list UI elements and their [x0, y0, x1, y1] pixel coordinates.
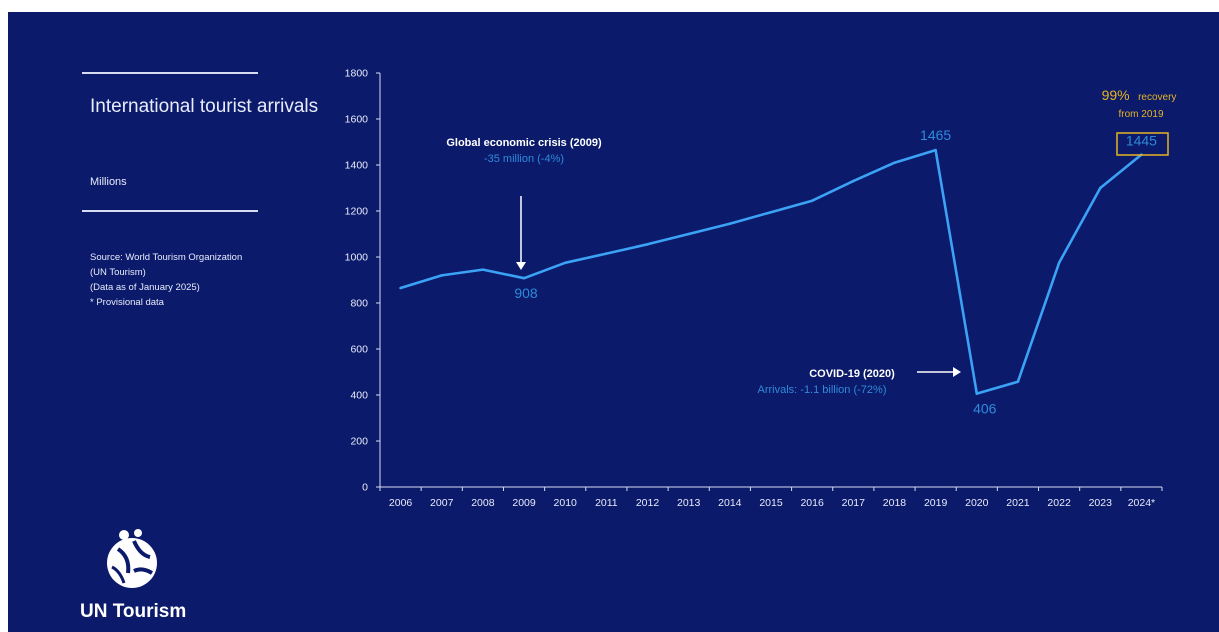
data-point: [728, 222, 732, 225]
x-tick-label: 2022: [1047, 497, 1071, 509]
x-tick-label: 2018: [883, 497, 907, 509]
source-line: (UN Tourism): [90, 267, 146, 278]
logo-text: UN Tourism: [80, 601, 187, 622]
source-line: * Provisional data: [90, 297, 164, 308]
recovery-annotation: 99% recovery: [1102, 87, 1177, 104]
y-tick-label: 1600: [345, 114, 369, 126]
top-divider: [82, 72, 258, 74]
recovery-highlight-box: [1116, 132, 1169, 156]
data-point: [934, 148, 937, 152]
crisis-annotation-title: Global economic crisis (2009): [446, 137, 602, 149]
chart-title: International tourist arrivals: [90, 96, 319, 117]
y-tick-label: 200: [350, 436, 368, 448]
un-tourism-logo-icon: [107, 529, 157, 588]
x-tick-label: 2013: [677, 497, 701, 509]
x-axis: 2006 2007 2008 2009 2010 2011 2012 2013 2014 2015…: [379, 486, 1163, 509]
y-tick-label: 1800: [345, 68, 369, 80]
unit-label: Millions: [90, 176, 127, 188]
data-label: 1445: [1126, 133, 1157, 149]
covid-arrow-head: [953, 367, 961, 377]
covid-annotation-title: COVID-19 (2020): [809, 368, 895, 380]
y-tick-label: 400: [350, 390, 368, 402]
data-point: [522, 276, 526, 280]
crisis-arrow-head: [516, 262, 526, 270]
source-note: Source: World Tourism Organization (UN T…: [90, 250, 320, 310]
source-line: Source: World Tourism Organization: [90, 252, 243, 263]
data-point: [687, 232, 690, 236]
data-label: 908: [514, 285, 538, 301]
source-line: (Data as of January 2025): [90, 282, 200, 293]
covid-annotation-detail: Arrivals: -1.1 billion (-72%): [758, 384, 887, 396]
x-tick-label: 2012: [636, 497, 660, 509]
x-tick-label: 2008: [471, 497, 495, 509]
data-point: [481, 268, 485, 271]
data-point: [975, 392, 979, 395]
x-tick-label: 2023: [1089, 497, 1113, 509]
x-tick-label: 2016: [800, 497, 824, 509]
data-point: [810, 199, 814, 202]
data-point: [1057, 261, 1061, 265]
y-tick-label: 600: [350, 344, 368, 356]
bottom-divider: [82, 210, 258, 212]
data-label: 1465: [920, 127, 951, 143]
crisis-annotation-detail: -35 million (-4%): [484, 153, 564, 165]
data-point: [893, 161, 896, 164]
y-tick-label: 1000: [345, 252, 369, 264]
x-tick-label: 2017: [842, 497, 866, 509]
y-axis: 0 200 400 600 800 1000 1200 1400 1600 1800: [345, 68, 381, 494]
data-point: [1098, 186, 1102, 190]
y-tick-label: 0: [362, 482, 368, 494]
data-point: [769, 210, 773, 214]
recovery-from: from 2019: [1118, 109, 1163, 120]
recovery-percent: 99%: [1102, 87, 1130, 103]
arrivals-line: [400, 148, 1143, 395]
data-point: [399, 286, 402, 290]
x-tick-label: 2015: [759, 497, 783, 509]
data-point: [563, 261, 567, 265]
y-tick-label: 1200: [345, 206, 369, 218]
data-point: [605, 252, 608, 255]
x-tick-label: 2009: [512, 497, 536, 509]
x-tick-label: 2019: [924, 497, 948, 509]
x-tick-label: 2011: [595, 497, 618, 509]
data-label: 406: [973, 401, 997, 417]
x-tick-label: 2010: [554, 497, 578, 509]
x-tick-label: 2024*: [1128, 497, 1155, 509]
data-point: [1016, 380, 1020, 383]
recovery-word: recovery: [1138, 92, 1176, 103]
x-tick-label: 2020: [965, 497, 989, 509]
data-point: [646, 243, 649, 246]
x-tick-label: 2021: [1006, 497, 1030, 509]
x-tick-label: 2007: [430, 497, 454, 509]
y-tick-label: 800: [350, 298, 368, 310]
data-point: [852, 179, 855, 183]
slide-background: [8, 12, 1219, 632]
y-tick-label: 1400: [345, 160, 369, 172]
x-tick-label: 2014: [718, 497, 742, 509]
data-point: [440, 274, 444, 277]
x-tick-label: 2006: [389, 497, 413, 509]
